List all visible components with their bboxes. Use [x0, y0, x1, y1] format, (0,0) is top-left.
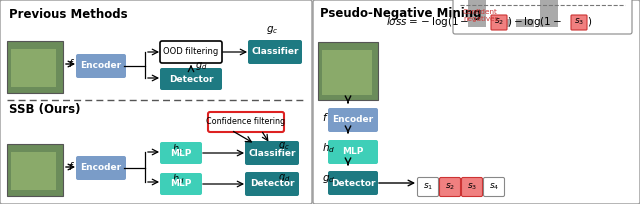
Bar [540, 0, 558, 27]
FancyBboxPatch shape [245, 141, 299, 165]
Text: $g_d$: $g_d$ [322, 173, 335, 185]
Text: MLP: MLP [342, 147, 364, 156]
FancyBboxPatch shape [483, 177, 504, 196]
Text: Detector: Detector [331, 178, 375, 187]
FancyBboxPatch shape [7, 41, 63, 93]
Text: MLP: MLP [170, 180, 192, 188]
FancyBboxPatch shape [417, 177, 438, 196]
Text: Detector: Detector [250, 180, 294, 188]
Text: $)$: $)$ [587, 16, 592, 29]
FancyBboxPatch shape [76, 156, 126, 180]
Text: OOD filtering: OOD filtering [163, 48, 219, 57]
FancyBboxPatch shape [313, 0, 640, 204]
Text: Detector: Detector [169, 74, 213, 83]
Text: $s_3$: $s_3$ [467, 182, 477, 192]
FancyBboxPatch shape [440, 177, 461, 196]
FancyBboxPatch shape [328, 171, 378, 195]
Text: $g_c$: $g_c$ [266, 24, 278, 36]
Text: Confidence filtering: Confidence filtering [207, 118, 285, 126]
Text: $f$: $f$ [68, 57, 74, 69]
Text: $h_d$: $h_d$ [172, 172, 184, 186]
FancyBboxPatch shape [318, 42, 378, 100]
FancyBboxPatch shape [328, 140, 378, 164]
Text: $s_3$: $s_3$ [574, 17, 584, 27]
Text: $s_1$: $s_1$ [423, 182, 433, 192]
Bar [468, 0, 486, 27]
Text: $h_c$: $h_c$ [172, 142, 184, 156]
Text: $s_2$: $s_2$ [445, 182, 455, 192]
Text: $g_d$: $g_d$ [278, 172, 291, 184]
FancyBboxPatch shape [453, 0, 632, 34]
FancyBboxPatch shape [160, 142, 202, 164]
Bar [492, 19, 510, 27]
Text: $loss = -\log(1-$: $loss = -\log(1-$ [386, 15, 470, 29]
FancyBboxPatch shape [0, 0, 312, 204]
FancyBboxPatch shape [245, 172, 299, 196]
FancyBboxPatch shape [248, 40, 302, 64]
FancyBboxPatch shape [461, 177, 483, 196]
Text: MLP: MLP [170, 149, 192, 157]
FancyBboxPatch shape [76, 54, 126, 78]
Text: Classifier: Classifier [248, 149, 296, 157]
Text: Pseudo-Negative Mining: Pseudo-Negative Mining [320, 7, 481, 20]
Text: Confident
negatives: Confident negatives [463, 9, 499, 21]
Text: Encoder: Encoder [81, 163, 122, 173]
FancyBboxPatch shape [208, 112, 284, 132]
FancyBboxPatch shape [7, 144, 63, 196]
Text: Encoder: Encoder [81, 61, 122, 71]
Text: $g_c$: $g_c$ [278, 140, 290, 152]
Text: $h_d$: $h_d$ [322, 141, 335, 155]
Text: Previous Methods: Previous Methods [9, 8, 127, 21]
FancyBboxPatch shape [491, 15, 507, 30]
FancyBboxPatch shape [160, 173, 202, 195]
Text: $s_4$: $s_4$ [489, 182, 499, 192]
Text: $g_d$: $g_d$ [195, 60, 207, 72]
Text: SSB (Ours): SSB (Ours) [9, 103, 81, 116]
FancyBboxPatch shape [160, 41, 222, 63]
FancyBboxPatch shape [328, 108, 378, 132]
FancyBboxPatch shape [160, 68, 222, 90]
Text: $s_2$: $s_2$ [494, 17, 504, 27]
Text: Encoder: Encoder [332, 115, 374, 124]
FancyBboxPatch shape [322, 50, 372, 95]
Bar [516, 19, 534, 27]
Text: Classifier: Classifier [252, 48, 299, 57]
FancyBboxPatch shape [11, 49, 56, 87]
Text: $)-\log(1-$: $)-\log(1-$ [507, 15, 562, 29]
Text: $f$: $f$ [322, 111, 329, 123]
FancyBboxPatch shape [11, 152, 56, 190]
Text: $f$: $f$ [68, 160, 74, 172]
FancyBboxPatch shape [571, 15, 587, 30]
